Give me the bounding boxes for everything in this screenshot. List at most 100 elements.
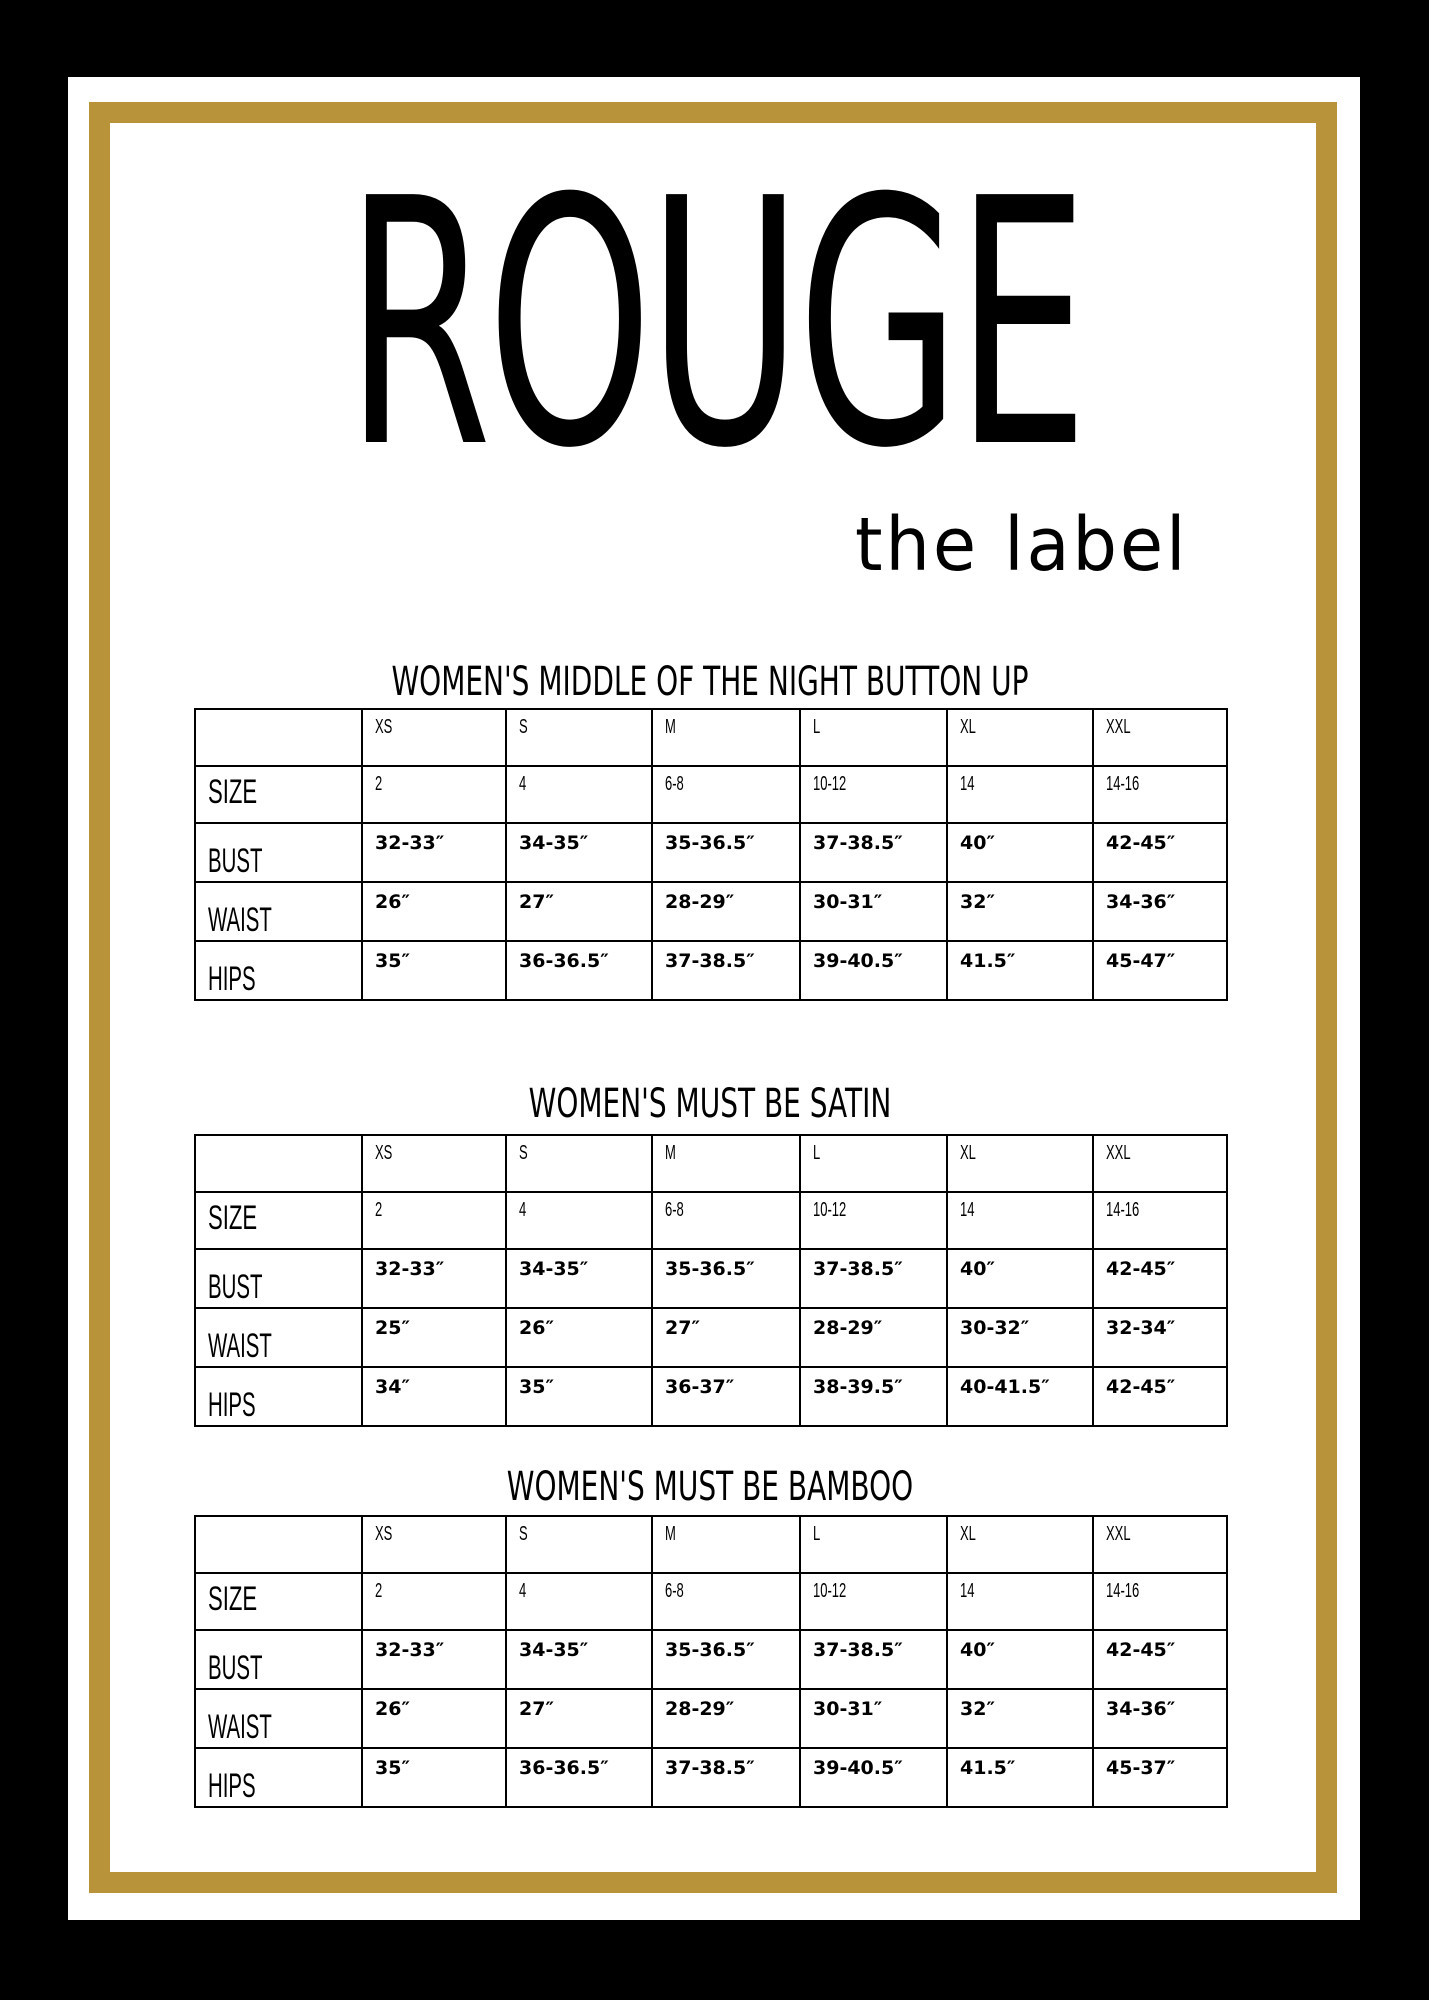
table-cell: 14 bbox=[946, 1191, 1094, 1250]
cell-value: 28-29″ bbox=[665, 1698, 735, 1720]
column-header: XS bbox=[361, 1515, 507, 1574]
size-chart-table: XS S M L XL XXL SIZE 2 4 6-8 10-12 14 14-16 BUST 32-33… bbox=[194, 1515, 1228, 1808]
row-label-text: WAIST bbox=[208, 1327, 272, 1365]
table-cell: 32″ bbox=[946, 1688, 1094, 1749]
table-cell: 38-39.5″ bbox=[799, 1366, 948, 1427]
table-row: HIPS 35″ 36-36.5″ 37-38.5″ 39-40.5″ 41.5″ 45-4… bbox=[194, 940, 1228, 1001]
cell-value: 37-38.5″ bbox=[665, 950, 755, 972]
row-label: SIZE bbox=[194, 1191, 363, 1250]
table-cell: 36-36.5″ bbox=[505, 940, 653, 1001]
table-cell: 6-8 bbox=[651, 1191, 801, 1250]
column-header: M bbox=[651, 1134, 801, 1193]
row-label-text: WAIST bbox=[208, 901, 272, 939]
table-cell: 34-35″ bbox=[505, 1629, 653, 1690]
cell-value: 32″ bbox=[960, 891, 995, 913]
cell-value: 28-29″ bbox=[813, 1317, 883, 1339]
table-cell: 36-37″ bbox=[651, 1366, 801, 1427]
cell-value: 40″ bbox=[960, 1639, 995, 1661]
cell-value: 34-36″ bbox=[1106, 1698, 1176, 1720]
gold-border-frame bbox=[89, 102, 1337, 1893]
column-header-label: S bbox=[519, 1142, 528, 1164]
table-cell: 14 bbox=[946, 765, 1094, 824]
table-row: SIZE 2 4 6-8 10-12 14 14-16 bbox=[194, 1572, 1228, 1631]
row-label: BUST bbox=[194, 1248, 363, 1309]
table-cell: 4 bbox=[505, 1191, 653, 1250]
table-cell: 42-45″ bbox=[1092, 1248, 1228, 1309]
row-label: HIPS bbox=[194, 1366, 363, 1427]
table-cell: 28-29″ bbox=[651, 881, 801, 942]
column-header-label: XXL bbox=[1106, 1142, 1131, 1164]
column-header: XL bbox=[946, 1515, 1094, 1574]
column-header-label: L bbox=[813, 1523, 821, 1545]
row-label-text: BUST bbox=[208, 842, 263, 880]
brand-logo: ROUGE bbox=[272, 155, 1158, 495]
row-label: SIZE bbox=[194, 1572, 363, 1631]
cell-value: 6-8 bbox=[665, 1199, 684, 1221]
table-cell: 40″ bbox=[946, 1629, 1094, 1690]
table-row: BUST 32-33″ 34-35″ 35-36.5″ 37-38.5″ 40″ 42-45… bbox=[194, 1248, 1228, 1309]
table-cell: 27″ bbox=[651, 1307, 801, 1368]
cell-value: 37-38.5″ bbox=[813, 832, 903, 854]
table-cell: 6-8 bbox=[651, 1572, 801, 1631]
cell-value: 26″ bbox=[375, 891, 410, 913]
cell-value: 32-33″ bbox=[375, 1639, 445, 1661]
table-cell: 14-16 bbox=[1092, 765, 1228, 824]
cell-value: 34-36″ bbox=[1106, 891, 1176, 913]
table-cell: 37-38.5″ bbox=[799, 1629, 948, 1690]
table-cell: 39-40.5″ bbox=[799, 940, 948, 1001]
table-cell: 35″ bbox=[361, 1747, 507, 1808]
table-cell: 34-35″ bbox=[505, 1248, 653, 1309]
table-cell: 41.5″ bbox=[946, 940, 1094, 1001]
size-chart-table: XS S M L XL XXL SIZE 2 4 6-8 10-12 14 14-16 BUST 32-33… bbox=[194, 708, 1228, 1001]
table-header-row: XS S M L XL XXL bbox=[194, 708, 1228, 767]
cell-value: 36-37″ bbox=[665, 1376, 735, 1398]
table-cell: 42-45″ bbox=[1092, 1366, 1228, 1427]
table-cell: 32-33″ bbox=[361, 1629, 507, 1690]
table-cell: 34″ bbox=[361, 1366, 507, 1427]
cell-value: 41.5″ bbox=[960, 1757, 1016, 1779]
table-cell: 30-31″ bbox=[799, 1688, 948, 1749]
cell-value: 4 bbox=[519, 1199, 527, 1221]
table-cell: 32-34″ bbox=[1092, 1307, 1228, 1368]
cell-value: 37-38.5″ bbox=[665, 1757, 755, 1779]
cell-value: 45-37″ bbox=[1106, 1757, 1176, 1779]
row-label-text: SIZE bbox=[208, 773, 258, 811]
cell-value: 10-12 bbox=[813, 1199, 847, 1221]
cell-value: 35″ bbox=[375, 950, 410, 972]
table-cell: 32″ bbox=[946, 881, 1094, 942]
cell-value: 32-34″ bbox=[1106, 1317, 1176, 1339]
table-cell: 42-45″ bbox=[1092, 822, 1228, 883]
cell-value: 26″ bbox=[375, 1698, 410, 1720]
column-header-label: S bbox=[519, 1523, 528, 1545]
table-cell: 36-36.5″ bbox=[505, 1747, 653, 1808]
cell-value: 6-8 bbox=[665, 773, 684, 795]
table-cell: 45-47″ bbox=[1092, 940, 1228, 1001]
corner-cell bbox=[194, 1515, 363, 1574]
table-row: SIZE 2 4 6-8 10-12 14 14-16 bbox=[194, 1191, 1228, 1250]
cell-value: 27″ bbox=[519, 1698, 554, 1720]
table-cell: 6-8 bbox=[651, 765, 801, 824]
row-label: SIZE bbox=[194, 765, 363, 824]
column-header-label: XL bbox=[960, 1523, 976, 1545]
row-label: HIPS bbox=[194, 1747, 363, 1808]
cell-value: 26″ bbox=[519, 1317, 554, 1339]
table-cell: 26″ bbox=[361, 1688, 507, 1749]
table-row: HIPS 35″ 36-36.5″ 37-38.5″ 39-40.5″ 41.5″ 45-3… bbox=[194, 1747, 1228, 1808]
column-header-label: M bbox=[665, 1142, 676, 1164]
row-label: HIPS bbox=[194, 940, 363, 1001]
table-cell: 41.5″ bbox=[946, 1747, 1094, 1808]
cell-value: 35-36.5″ bbox=[665, 832, 755, 854]
table-cell: 42-45″ bbox=[1092, 1629, 1228, 1690]
column-header-label: M bbox=[665, 1523, 676, 1545]
row-label-text: WAIST bbox=[208, 1708, 272, 1746]
cell-value: 30-32″ bbox=[960, 1317, 1030, 1339]
cell-value: 30-31″ bbox=[813, 1698, 883, 1720]
table-cell: 25″ bbox=[361, 1307, 507, 1368]
cell-value: 2 bbox=[375, 1199, 383, 1221]
column-header: M bbox=[651, 708, 801, 767]
cell-value: 39-40.5″ bbox=[813, 950, 903, 972]
table-cell: 30-32″ bbox=[946, 1307, 1094, 1368]
table-cell: 32-33″ bbox=[361, 822, 507, 883]
column-header: S bbox=[505, 1134, 653, 1193]
table-header-row: XS S M L XL XXL bbox=[194, 1515, 1228, 1574]
